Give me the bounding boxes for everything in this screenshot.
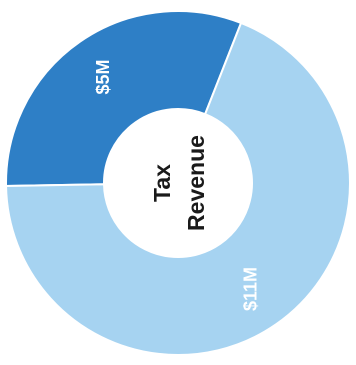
center-label-line-1: Revenue [183,135,209,231]
slice-0 [5,10,243,188]
slices-group [5,10,351,356]
slice-label-0: $5M [93,59,113,94]
slice-labels-group: $5M $11M [93,59,260,311]
center-label: Tax Revenue [149,135,209,231]
center-label-line-0: Tax [149,164,175,202]
slice-1 [5,21,351,356]
slice-label-1: $11M [240,267,260,311]
